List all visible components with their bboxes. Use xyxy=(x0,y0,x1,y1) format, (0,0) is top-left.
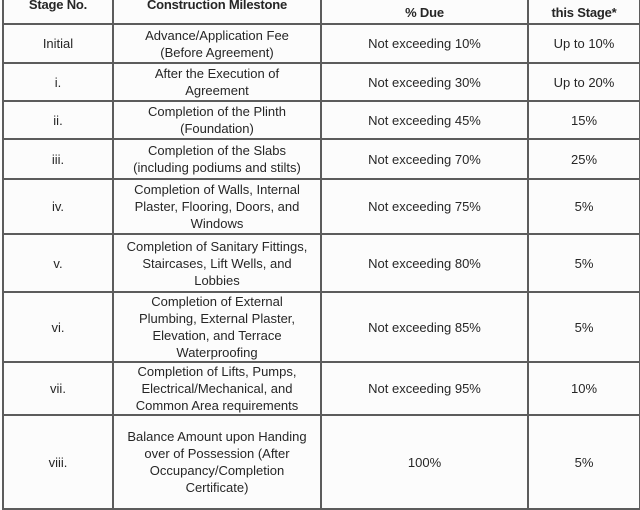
installment-cell: 5% xyxy=(527,291,640,363)
installment-cell: 10% xyxy=(527,361,640,416)
stage-no-cell: vi. xyxy=(2,291,114,363)
milestone-cell: Completion of Sanitary Fittings, Stairca… xyxy=(112,233,322,293)
stage-no-cell: ii. xyxy=(2,100,114,140)
stage-no-cell: Initial xyxy=(2,23,114,64)
installment-cell: 5% xyxy=(527,233,640,293)
milestone-cell: Completion of the Plinth (Foundation) xyxy=(112,100,322,140)
stage-no-cell: iv. xyxy=(2,178,114,235)
header-row: Stage No. Construction Milestone Cumulat… xyxy=(2,0,640,25)
cumulative-cell: Not exceeding 45% xyxy=(320,100,529,140)
col-header-stage-no: Stage No. xyxy=(2,0,114,25)
table-row-vii: vii. Completion of Lifts, Pumps, Electri… xyxy=(2,361,640,416)
stage-no-cell: viii. xyxy=(2,414,114,510)
col-header-construction-milestone: Construction Milestone xyxy=(112,0,322,25)
stage-no-cell: iii. xyxy=(2,138,114,180)
col-header-installment-due: Installment % Due at this Stage* xyxy=(527,0,640,25)
milestone-cell: Completion of External Plumbing, Externa… xyxy=(112,291,322,363)
cumulative-cell: Not exceeding 95% xyxy=(320,361,529,416)
milestone-cell: Completion of Walls, Internal Plaster, F… xyxy=(112,178,322,235)
installment-cell: Up to 20% xyxy=(527,62,640,102)
stage-no-cell: i. xyxy=(2,62,114,102)
table-row-i: i. After the Execution of Agreement Not … xyxy=(2,62,640,102)
milestone-cell: Balance Amount upon Handing over of Poss… xyxy=(112,414,322,510)
table-row-initial: Initial Advance/Application Fee (Before … xyxy=(2,23,640,64)
milestone-cell: Completion of the Slabs (including podiu… xyxy=(112,138,322,180)
installment-cell: 5% xyxy=(527,414,640,510)
installment-cell: Up to 10% xyxy=(527,23,640,64)
table-row-v: v. Completion of Sanitary Fittings, Stai… xyxy=(2,233,640,293)
milestone-cell: After the Execution of Agreement xyxy=(112,62,322,102)
cumulative-cell: Not exceeding 70% xyxy=(320,138,529,180)
installment-cell: 5% xyxy=(527,178,640,235)
stage-no-cell: vii. xyxy=(2,361,114,416)
table-row-iv: iv. Completion of Walls, Internal Plaste… xyxy=(2,178,640,235)
col-header-cumulative-maximum-due: Cumulative Maximum % Due xyxy=(320,0,529,25)
cumulative-cell: Not exceeding 80% xyxy=(320,233,529,293)
installment-cell: 25% xyxy=(527,138,640,180)
cumulative-cell: Not exceeding 85% xyxy=(320,291,529,363)
table-row-iii: iii. Completion of the Slabs (including … xyxy=(2,138,640,180)
table-row-ii: ii. Completion of the Plinth (Foundation… xyxy=(2,100,640,140)
cumulative-cell: 100% xyxy=(320,414,529,510)
stage-no-cell: v. xyxy=(2,233,114,293)
installment-cell: 15% xyxy=(527,100,640,140)
cumulative-cell: Not exceeding 30% xyxy=(320,62,529,102)
table-row-vi: vi. Completion of External Plumbing, Ext… xyxy=(2,291,640,363)
milestone-cell: Advance/Application Fee (Before Agreemen… xyxy=(112,23,322,64)
cumulative-cell: Not exceeding 10% xyxy=(320,23,529,64)
table-row-viii: viii. Balance Amount upon Handing over o… xyxy=(2,414,640,510)
cumulative-cell: Not exceeding 75% xyxy=(320,178,529,235)
milestone-cell: Completion of Lifts, Pumps, Electrical/M… xyxy=(112,361,322,416)
